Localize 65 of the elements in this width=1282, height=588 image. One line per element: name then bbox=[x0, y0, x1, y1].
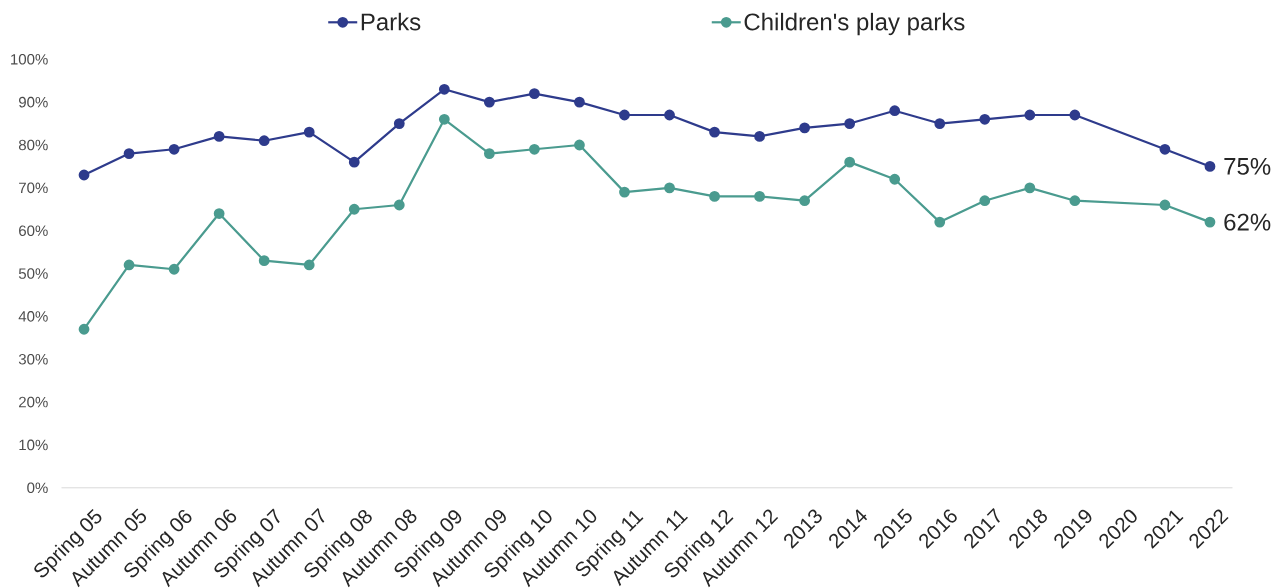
y-tick-label: 60% bbox=[19, 225, 48, 236]
point bbox=[754, 131, 765, 142]
point bbox=[303, 259, 315, 271]
y-tick-label: 50% bbox=[18, 268, 48, 279]
point bbox=[393, 199, 405, 211]
point bbox=[1069, 195, 1081, 207]
point bbox=[934, 118, 946, 129]
y-tick-label: 30% bbox=[18, 353, 48, 365]
y-tick-label: 100% bbox=[11, 53, 48, 65]
point bbox=[258, 255, 270, 267]
point bbox=[483, 96, 495, 108]
point bbox=[1159, 199, 1171, 211]
point bbox=[168, 263, 180, 275]
point bbox=[889, 173, 901, 185]
point bbox=[664, 182, 675, 194]
point bbox=[934, 216, 946, 228]
point bbox=[483, 148, 495, 159]
point bbox=[258, 135, 270, 147]
y-tick-label: 20% bbox=[19, 396, 48, 408]
point bbox=[844, 118, 856, 129]
point bbox=[709, 126, 720, 138]
data-label: 62% bbox=[1224, 213, 1271, 231]
point bbox=[1024, 182, 1036, 194]
point bbox=[574, 139, 585, 151]
point bbox=[348, 203, 360, 215]
y-tick-label: 10% bbox=[19, 439, 48, 451]
y-tick-label: 70% bbox=[19, 182, 48, 194]
point bbox=[709, 191, 720, 202]
point bbox=[1069, 109, 1081, 121]
point bbox=[799, 195, 811, 207]
point bbox=[799, 122, 811, 134]
point bbox=[78, 323, 90, 335]
y-tick-label: 0% bbox=[27, 482, 48, 494]
point bbox=[78, 169, 90, 181]
point bbox=[979, 113, 991, 125]
point bbox=[574, 96, 585, 108]
point bbox=[1204, 161, 1216, 172]
data-label: 75% bbox=[1224, 157, 1271, 175]
point bbox=[438, 83, 450, 95]
point bbox=[213, 131, 225, 142]
point bbox=[889, 105, 901, 117]
point bbox=[213, 208, 225, 219]
point bbox=[664, 109, 675, 121]
point bbox=[844, 156, 856, 168]
point bbox=[529, 143, 540, 155]
point bbox=[979, 195, 991, 207]
point bbox=[438, 113, 450, 125]
point bbox=[619, 109, 630, 121]
legend-label: Parks bbox=[361, 12, 421, 31]
y-tick-label: 40% bbox=[18, 311, 48, 322]
point bbox=[303, 126, 315, 138]
point bbox=[1024, 109, 1036, 121]
point bbox=[393, 118, 405, 129]
point bbox=[529, 88, 540, 99]
y-tick-label: 80% bbox=[18, 139, 48, 151]
legend-label: Children's play parks bbox=[744, 12, 965, 36]
point bbox=[619, 186, 630, 198]
point bbox=[1159, 143, 1171, 155]
point bbox=[123, 259, 135, 271]
point bbox=[1204, 216, 1216, 228]
point bbox=[348, 156, 360, 168]
point bbox=[123, 148, 135, 159]
y-tick-label: 90% bbox=[19, 96, 48, 108]
point bbox=[168, 143, 180, 155]
point bbox=[754, 191, 765, 202]
